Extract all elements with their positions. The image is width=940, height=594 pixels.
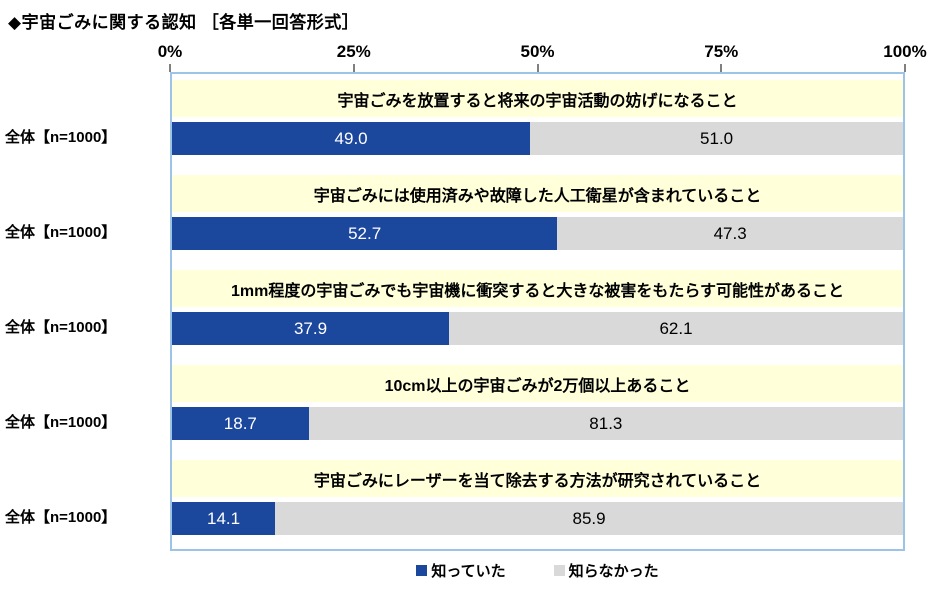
axis-tick-mark [904,64,906,72]
question-banner: 宇宙ごみを放置すると将来の宇宙活動の妨げになること [172,80,903,117]
axis-tick-label: 0% [157,42,183,61]
axis-tick-label: 100% [883,42,927,61]
chart-group: 宇宙ごみには使用済みや故障した人工衛星が含まれていること 52.7 47.3 [172,169,903,264]
row-label-group: 全体【n=1000】 [0,452,170,547]
stacked-bar: 18.7 81.3 [172,407,903,440]
legend-swatch [553,565,565,576]
row-label: 全体【n=1000】 [5,414,117,431]
banner-spacer [0,452,170,500]
stacked-bar: 37.9 62.1 [172,312,903,345]
legend-label: 知っていた [431,563,506,580]
chart-body: 全体【n=1000】 全体【n=1000】 全体【n=1000】 全体【n=1000】… [0,72,905,551]
bar-segment-did-not-know: 62.1 [449,312,903,345]
bar-segment-did-not-know: 85.9 [275,502,903,535]
row-labels-column: 全体【n=1000】 全体【n=1000】 全体【n=1000】 全体【n=1000】… [0,72,170,551]
question-banner: 宇宙ごみにレーザーを当て除去する方法が研究されていること [172,460,903,497]
legend: 知っていた 知らなかった [170,560,905,581]
bar-segment-did-not-know: 81.3 [308,407,903,440]
row-label: 全体【n=1000】 [5,129,117,146]
chart-group: 10cm以上の宇宙ごみが2万個以上あること 18.7 81.3 [172,359,903,454]
row-label-group: 全体【n=1000】 [0,72,170,167]
chart-title: ◆宇宙ごみに関する認知 ［各単一回答形式］ [8,13,360,32]
axis-tick-mark [169,64,171,72]
axis-tick-mark [720,64,722,72]
question-banner: 1mm程度の宇宙ごみでも宇宙機に衝突すると大きな被害をもたらす可能性があること [172,270,903,307]
row-label: 全体【n=1000】 [5,224,117,241]
banner-spacer [0,72,170,120]
chart-group: 1mm程度の宇宙ごみでも宇宙機に衝突すると大きな被害をもたらす可能性があること 3… [172,264,903,359]
bar-segment-did-not-know: 51.0 [530,122,903,155]
legend-item: 知っていた [416,560,506,581]
bar-segment-knew: 52.7 [172,217,558,250]
row-label-group: 全体【n=1000】 [0,262,170,357]
banner-spacer [0,167,170,215]
chart: 0% 25% 50% 75% 100% 全体【n=1000】 全体【n=1000】 全体【n… [0,38,927,551]
plot-area: 宇宙ごみを放置すると将来の宇宙活動の妨げになること 49.0 51.0 宇宙ごみには使… [170,72,905,551]
banner-spacer [0,262,170,310]
row-label-group: 全体【n=1000】 [0,357,170,452]
legend-label: 知らなかった [568,563,659,580]
axis-tick-label: 50% [520,42,555,61]
axis-tick-mark [537,64,538,72]
legend-swatch [416,565,428,576]
x-axis: 0% 25% 50% 75% 100% [158,38,927,72]
row-label: 全体【n=1000】 [5,319,117,336]
question-banner: 宇宙ごみには使用済みや故障した人工衛星が含まれていること [172,175,903,212]
chart-group: 宇宙ごみにレーザーを当て除去する方法が研究されていること 14.1 85.9 [172,454,903,549]
stacked-bar: 49.0 51.0 [172,122,903,155]
banner-spacer [0,357,170,405]
legend-item: 知らなかった [553,560,659,581]
axis-tick-label: 25% [336,42,371,61]
stacked-bar: 14.1 85.9 [172,502,903,535]
bar-segment-did-not-know: 47.3 [557,217,903,250]
bar-segment-knew: 14.1 [172,502,276,535]
stacked-bar: 52.7 47.3 [172,217,903,250]
axis-tick-mark [353,64,355,72]
bar-segment-knew: 49.0 [172,122,531,155]
axis-tick-label: 75% [704,42,739,61]
question-banner: 10cm以上の宇宙ごみが2万個以上あること [172,365,903,402]
row-label: 全体【n=1000】 [5,509,117,526]
bar-segment-knew: 37.9 [172,312,450,345]
row-label-group: 全体【n=1000】 [0,167,170,262]
bar-segment-knew: 18.7 [172,407,309,440]
chart-group: 宇宙ごみを放置すると将来の宇宙活動の妨げになること 49.0 51.0 [172,74,903,169]
